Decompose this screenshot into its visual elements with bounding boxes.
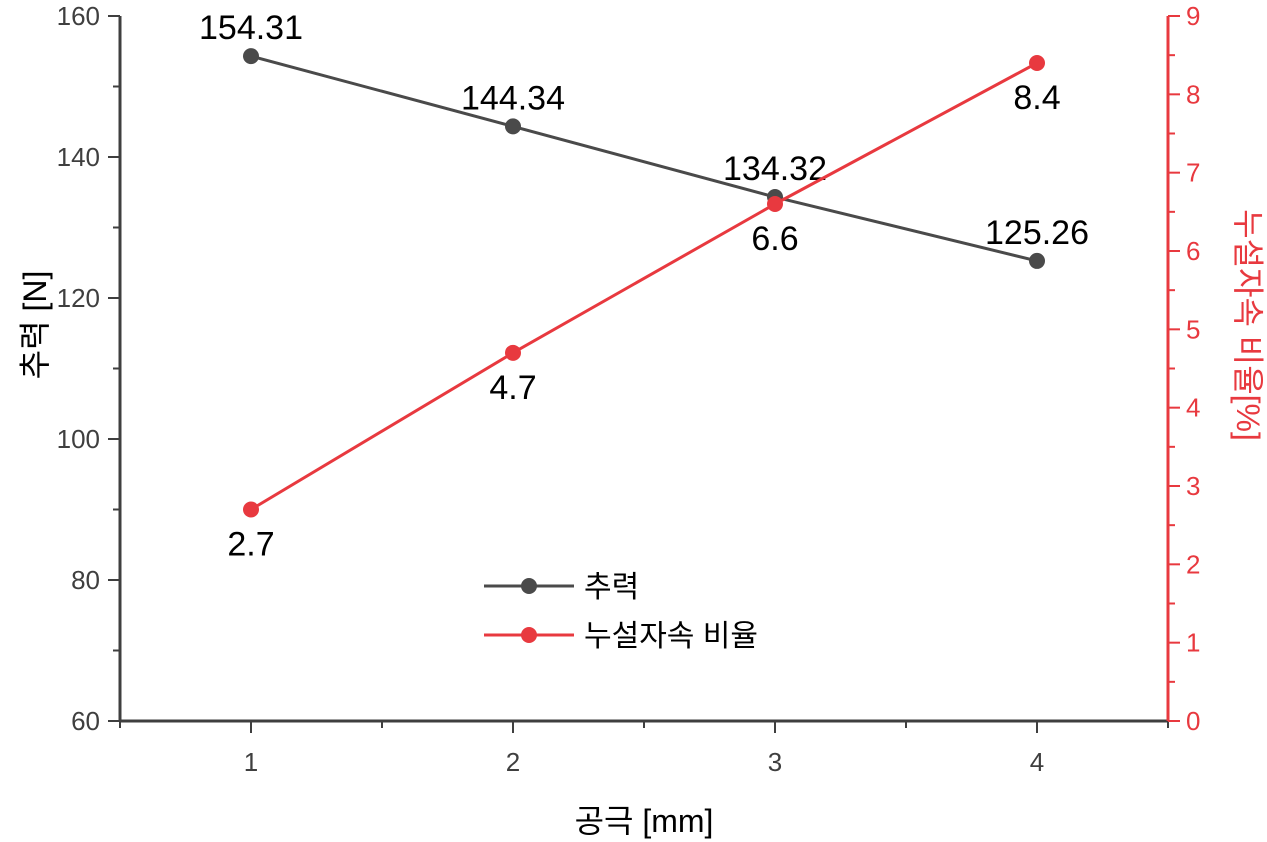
x-tick-label: 3 <box>768 747 782 777</box>
series-line <box>250 54 1038 263</box>
legend-entry-thrust: 추력 <box>484 571 639 604</box>
data-point <box>1029 252 1045 269</box>
x-tick-label: 2 <box>506 747 520 777</box>
x-axis-ticks: 1 2 3 4 <box>119 721 1169 777</box>
data-point <box>767 196 783 212</box>
data-point <box>243 48 259 65</box>
x-tick-label: 4 <box>1030 747 1044 777</box>
left-y-tick-label: 160 <box>57 1 100 31</box>
series-thrust: 154.31 144.34 134.32 125.26 <box>199 9 1089 269</box>
data-label: 4.7 <box>489 369 536 407</box>
right-y-tick-label: 1 <box>1186 628 1200 658</box>
right-y-tick-label: 0 <box>1186 706 1200 736</box>
legend-entry-leakage-flux: 누설자속 비율 <box>484 620 758 653</box>
data-label: 125.26 <box>985 214 1089 252</box>
right-y-tick-label: 3 <box>1186 471 1200 501</box>
data-label: 2.7 <box>227 526 274 564</box>
data-point <box>505 118 521 135</box>
right-y-tick-label: 2 <box>1186 549 1200 579</box>
left-y-tick-label: 80 <box>71 565 100 595</box>
right-y-tick-label: 9 <box>1186 1 1200 31</box>
right-y-axis-title: 누설자속 비율[%] <box>1230 209 1266 441</box>
right-y-tick-label: 8 <box>1186 79 1200 109</box>
left-y-axis: 60 80 100 120 140 160 추력 [N] <box>17 1 122 736</box>
left-y-tick-label: 140 <box>57 142 100 172</box>
data-label: 144.34 <box>461 79 565 117</box>
left-y-tick-label: 120 <box>57 283 100 313</box>
legend: 추력 누설자속 비율 <box>484 571 758 653</box>
legend-marker-leakage-flux <box>521 627 537 643</box>
right-y-tick-label: 5 <box>1186 314 1200 344</box>
x-axis-title: 공극 [mm] <box>575 803 714 839</box>
right-y-axis-ticks: 0 1 2 3 4 5 6 7 8 9 <box>1168 1 1200 736</box>
data-point <box>1029 55 1045 71</box>
x-axis: 1 2 3 4 공극 [mm] <box>119 719 1169 839</box>
data-point <box>505 344 521 361</box>
left-y-axis-title: 추력 [N] <box>17 271 53 380</box>
series-leakage-flux: 2.7 4.7 6.6 8.4 <box>227 55 1061 564</box>
legend-label-leakage-flux: 누설자속 비율 <box>584 620 758 653</box>
legend-label-thrust: 추력 <box>584 571 639 604</box>
right-y-tick-label: 4 <box>1186 393 1200 423</box>
data-label: 6.6 <box>751 220 798 258</box>
left-y-axis-ticks: 60 80 100 120 140 160 <box>57 1 120 736</box>
series-layer: 154.31 144.34 134.32 125.26 2.7 4.7 6.6 8.4 <box>199 9 1089 563</box>
right-y-axis: 0 1 2 3 4 5 6 7 8 9 누설자속 비율[%] <box>1166 1 1266 736</box>
data-label: 154.31 <box>199 9 303 47</box>
data-label: 8.4 <box>1013 79 1060 117</box>
x-tick-label: 1 <box>244 747 258 777</box>
right-y-tick-label: 6 <box>1186 236 1200 266</box>
right-y-tick-label: 7 <box>1186 158 1200 188</box>
legend-marker-thrust <box>521 578 537 594</box>
data-point <box>243 501 259 518</box>
data-label: 134.32 <box>723 150 827 188</box>
left-y-tick-label: 60 <box>71 706 100 736</box>
left-y-tick-label: 100 <box>57 424 100 454</box>
series-line <box>250 61 1038 511</box>
